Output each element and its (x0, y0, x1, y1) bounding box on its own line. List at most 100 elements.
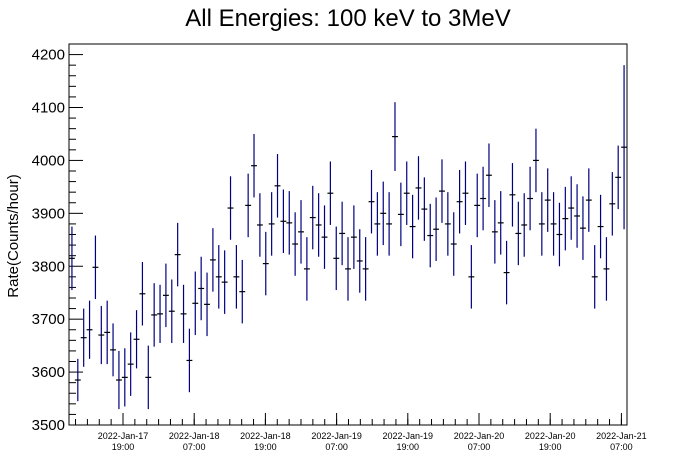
data-point (274, 154, 281, 218)
y-tick-label: 3900 (32, 205, 65, 222)
data-point (603, 237, 610, 301)
x-tick-time: 19:00 (397, 442, 420, 452)
data-point (462, 161, 469, 225)
data-point (509, 163, 516, 227)
data-point (538, 192, 545, 256)
x-tick-time: 07:00 (325, 442, 348, 452)
x-tick-time: 07:00 (183, 442, 206, 452)
y-tick-label: 3600 (32, 364, 65, 381)
data-point (356, 229, 363, 293)
data-point (145, 345, 152, 410)
y-tick-label: 4000 (32, 152, 65, 169)
data-point (115, 350, 122, 410)
data-point (615, 145, 622, 210)
data-point (486, 143, 492, 207)
y-tick-label: 3800 (32, 258, 65, 275)
data-point (444, 192, 451, 256)
data-point (151, 283, 158, 347)
data-point (450, 212, 457, 276)
data-point (180, 284, 187, 343)
data-point (527, 166, 534, 231)
data-point (162, 263, 169, 328)
y-axis-label: Rate(Counts/hour) (5, 174, 22, 297)
data-point (515, 201, 522, 266)
data-point (186, 328, 193, 393)
data-point (345, 237, 351, 301)
data-point (251, 133, 257, 198)
data-point (168, 279, 175, 343)
data-point (221, 250, 228, 314)
data-point (245, 173, 252, 238)
data-point (86, 300, 93, 359)
data-point (174, 222, 181, 287)
data-point (280, 189, 287, 254)
data-point (104, 300, 111, 365)
data-point (468, 245, 475, 309)
data-point (550, 192, 557, 256)
x-tick-date: 2022-Jan-19 (383, 431, 434, 441)
x-tick-time: 19:00 (254, 442, 277, 452)
data-point (491, 200, 498, 264)
data-point (439, 159, 445, 223)
data-point (157, 284, 163, 343)
data-point (574, 184, 581, 248)
x-tick-date: 2022-Jan-21 (596, 431, 647, 441)
data-point (303, 237, 310, 301)
data-point (98, 305, 105, 365)
data-point (215, 245, 222, 309)
data-point (480, 166, 487, 231)
data-point (456, 169, 463, 234)
data-point (580, 196, 586, 260)
x-tick-date: 2022-Jan-18 (169, 431, 220, 441)
data-point (298, 200, 304, 264)
x-tick-date: 2022-Jan-17 (98, 431, 149, 441)
x-tick-time: 07:00 (468, 442, 491, 452)
y-tick-label: 4200 (32, 47, 65, 64)
x-tick-time: 19:00 (112, 442, 135, 452)
data-point (239, 259, 246, 324)
data-point (362, 237, 369, 301)
x-tick-date: 2022-Jan-20 (525, 431, 576, 441)
data-point (585, 168, 592, 232)
data-point (421, 177, 428, 241)
data-point (533, 128, 539, 193)
y-tick-label: 3700 (32, 311, 65, 328)
data-point (315, 193, 322, 257)
data-point (133, 310, 140, 369)
data-point (80, 308, 87, 367)
data-point (92, 235, 99, 300)
data-point (74, 358, 81, 402)
data-point (139, 262, 146, 326)
data-point (227, 176, 234, 240)
data-point (621, 65, 627, 230)
data-point (233, 245, 240, 309)
data-point (368, 169, 375, 234)
data-point (409, 194, 416, 259)
data-point (380, 181, 387, 246)
data-point (268, 192, 275, 256)
data-points (69, 65, 627, 410)
data-point (392, 102, 398, 171)
data-point (309, 185, 316, 250)
data-point (192, 271, 199, 336)
data-point (591, 245, 598, 309)
y-axis: 3500 3600 3700 3800 3900 4000 4100 4200 (32, 43, 83, 434)
data-point (597, 194, 604, 259)
data-point (209, 228, 216, 292)
x-tick-time: 07:00 (610, 442, 633, 452)
data-point (403, 161, 410, 225)
data-point (127, 332, 134, 396)
data-point (69, 226, 75, 291)
data-point (339, 201, 346, 266)
data-point (204, 272, 210, 337)
x-axis: 2022-Jan-1719:002022-Jan-1807:002022-Jan… (75, 413, 647, 452)
data-point (497, 191, 504, 255)
data-point (556, 202, 563, 267)
data-point (262, 231, 269, 296)
data-point (427, 203, 434, 268)
data-point (562, 186, 569, 251)
x-tick-date: 2022-Jan-19 (311, 431, 362, 441)
data-point (321, 205, 328, 269)
x-tick-time: 19:00 (539, 442, 562, 452)
